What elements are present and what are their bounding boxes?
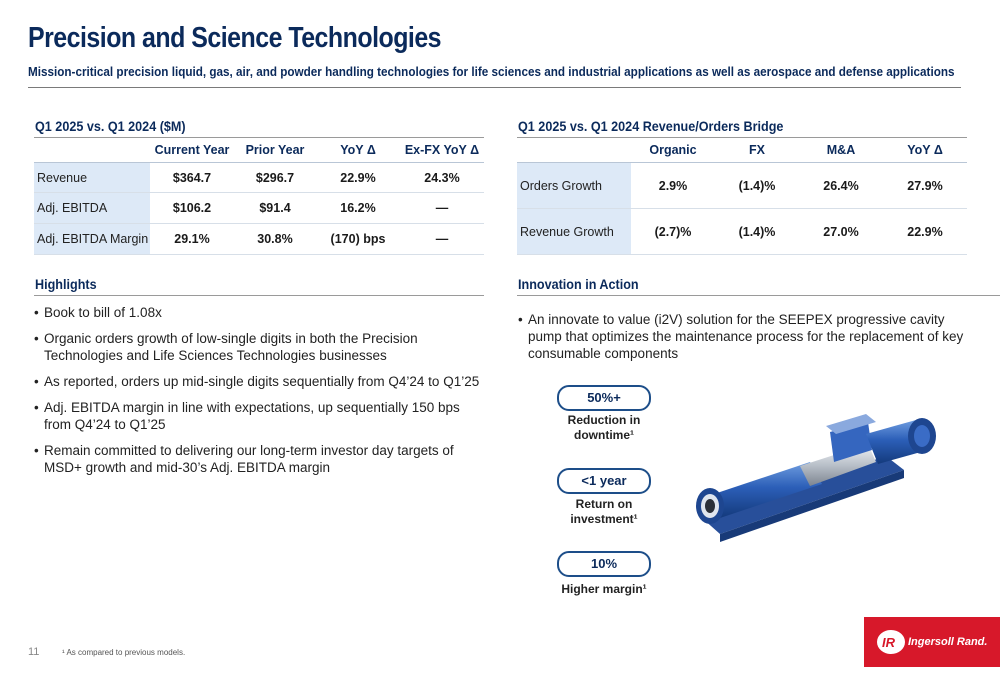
innovation-list: An innovate to value (i2V) solution for …	[518, 311, 978, 371]
stat-label-line: downtime¹	[574, 428, 634, 442]
table-cell: $106.2	[150, 192, 234, 224]
row-label: Adj. EBITDA	[34, 192, 150, 224]
table-cell: 24.3%	[400, 162, 484, 193]
table-cell: 2.9%	[631, 162, 715, 209]
stat-roi-label: Return on investment¹	[544, 497, 664, 527]
stat-label-line: investment¹	[570, 512, 638, 526]
pump-image	[696, 414, 936, 542]
table-row: Revenue Growth (2.7)% (1.4)% 27.0% 22.9%	[517, 208, 967, 255]
stat-label-line: Return on	[575, 497, 633, 511]
col-organic: Organic	[631, 138, 715, 163]
list-item: An innovate to value (i2V) solution for …	[518, 311, 978, 362]
table-row: Revenue $364.7 $296.7 22.9% 24.3%	[34, 162, 484, 193]
financials-corner	[34, 138, 150, 163]
col-yoy: YoY Δ	[316, 138, 400, 163]
table-cell: (1.4)%	[715, 208, 799, 255]
page-subtitle: Mission-critical precision liquid, gas, …	[28, 64, 955, 79]
table-cell: 27.0%	[799, 208, 883, 255]
list-item: Adj. EBITDA margin in line with expectat…	[34, 399, 484, 433]
stat-downtime-value: 50%+	[557, 385, 651, 411]
svg-text:IR: IR	[882, 635, 896, 650]
table-cell: 22.9%	[883, 208, 967, 255]
row-label: Revenue	[34, 162, 150, 193]
title-divider	[28, 87, 961, 88]
stat-margin-value: 10%	[557, 551, 651, 577]
table-cell: 30.8%	[234, 223, 316, 255]
col-bridge-yoy: YoY Δ	[883, 138, 967, 163]
table-cell: —	[400, 192, 484, 224]
list-item: Remain committed to delivering our long-…	[34, 442, 484, 476]
table-cell: 27.9%	[883, 162, 967, 209]
stat-label-line: Reduction in	[567, 413, 641, 427]
table-cell: (170) bps	[316, 223, 400, 255]
list-item: Organic orders growth of low-single digi…	[34, 330, 484, 364]
table-cell: $296.7	[234, 162, 316, 193]
bridge-table: Organic FX M&A YoY Δ Orders Growth 2.9% …	[517, 138, 967, 255]
highlights-list: Book to bill of 1.08x Organic orders gro…	[34, 304, 484, 485]
stat-margin-label: Higher margin¹	[544, 582, 664, 597]
col-exfx-yoy: Ex-FX YoY Δ	[400, 138, 484, 163]
bridge-heading: Q1 2025 vs. Q1 2024 Revenue/Orders Bridg…	[518, 118, 784, 134]
financials-rule	[34, 137, 484, 138]
table-cell: $364.7	[150, 162, 234, 193]
page-number: 11	[28, 646, 40, 658]
bridge-corner	[517, 138, 631, 163]
col-ma: M&A	[799, 138, 883, 163]
table-cell: —	[400, 223, 484, 255]
col-fx: FX	[715, 138, 799, 163]
innovation-rule	[517, 295, 1000, 296]
ingersoll-rand-logo: IR	[864, 617, 1000, 667]
stat-downtime-label: Reduction in downtime¹	[544, 413, 664, 443]
list-item: As reported, orders up mid-single digits…	[34, 373, 484, 390]
row-label: Orders Growth	[517, 162, 631, 209]
table-row: Adj. EBITDA Margin 29.1% 30.8% (170) bps…	[34, 223, 484, 255]
table-cell: (1.4)%	[715, 162, 799, 209]
table-cell: 29.1%	[150, 223, 234, 255]
page-title: Precision and Science Technologies	[28, 22, 442, 54]
col-prior-year: Prior Year	[234, 138, 316, 163]
footnote: ¹ As compared to previous models.	[62, 648, 186, 657]
highlights-heading: Highlights	[35, 276, 97, 292]
row-label: Adj. EBITDA Margin	[34, 223, 150, 255]
table-row: Adj. EBITDA $106.2 $91.4 16.2% —	[34, 192, 484, 224]
stat-roi-value: <1 year	[557, 468, 651, 494]
table-cell: 16.2%	[316, 192, 400, 224]
stat-label-line: Higher margin¹	[561, 582, 647, 596]
logo-mark-icon: IR	[877, 630, 905, 654]
row-label: Revenue Growth	[517, 208, 631, 255]
col-current-year: Current Year	[150, 138, 234, 163]
logo-text: Ingersoll Rand.	[908, 636, 988, 648]
financials-heading: Q1 2025 vs. Q1 2024 ($M)	[35, 118, 186, 134]
highlights-rule	[34, 295, 484, 296]
table-cell: 26.4%	[799, 162, 883, 209]
bridge-rule	[517, 137, 967, 138]
table-cell: $91.4	[234, 192, 316, 224]
list-item: Book to bill of 1.08x	[34, 304, 484, 321]
table-row: Orders Growth 2.9% (1.4)% 26.4% 27.9%	[517, 162, 967, 209]
table-cell: (2.7)%	[631, 208, 715, 255]
table-cell: 22.9%	[316, 162, 400, 193]
financials-table: Current Year Prior Year YoY Δ Ex-FX YoY …	[34, 138, 484, 255]
innovation-heading: Innovation in Action	[518, 276, 639, 292]
